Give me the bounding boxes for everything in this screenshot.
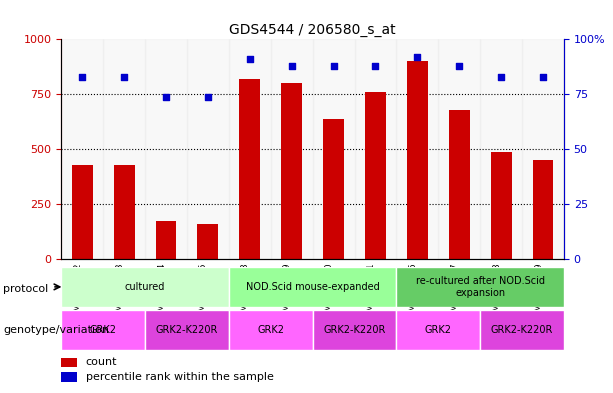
Point bbox=[119, 73, 129, 80]
Bar bbox=[438, 39, 480, 259]
Point bbox=[413, 54, 422, 60]
Point bbox=[496, 73, 506, 80]
Text: GRK2-K220R: GRK2-K220R bbox=[491, 325, 554, 335]
Text: cultured: cultured bbox=[125, 282, 166, 292]
Bar bbox=[113, 165, 135, 259]
FancyBboxPatch shape bbox=[313, 310, 397, 350]
Point bbox=[203, 94, 213, 100]
Text: GRK2: GRK2 bbox=[89, 325, 116, 335]
Bar bbox=[145, 39, 187, 259]
Bar bbox=[197, 224, 218, 259]
Point bbox=[454, 62, 464, 69]
Text: genotype/variation: genotype/variation bbox=[3, 325, 109, 335]
Bar bbox=[281, 83, 302, 259]
Text: protocol: protocol bbox=[3, 284, 48, 294]
Point bbox=[77, 73, 87, 80]
Text: re-cultured after NOD.Scid
expansion: re-cultured after NOD.Scid expansion bbox=[416, 276, 545, 298]
Point bbox=[161, 94, 171, 100]
Bar bbox=[187, 39, 229, 259]
Bar bbox=[533, 160, 554, 259]
FancyBboxPatch shape bbox=[61, 267, 229, 307]
Text: GRK2: GRK2 bbox=[425, 325, 452, 335]
Point bbox=[245, 56, 255, 62]
Bar bbox=[449, 110, 470, 259]
Bar bbox=[354, 39, 397, 259]
Bar bbox=[156, 221, 177, 259]
FancyBboxPatch shape bbox=[229, 310, 313, 350]
Point bbox=[329, 62, 338, 69]
Title: GDS4544 / 206580_s_at: GDS4544 / 206580_s_at bbox=[229, 23, 396, 37]
Bar bbox=[365, 92, 386, 259]
FancyBboxPatch shape bbox=[397, 267, 564, 307]
Bar bbox=[229, 39, 271, 259]
Bar bbox=[323, 119, 344, 259]
Bar bbox=[522, 39, 564, 259]
Text: percentile rank within the sample: percentile rank within the sample bbox=[86, 372, 273, 382]
Bar bbox=[61, 39, 103, 259]
FancyBboxPatch shape bbox=[480, 310, 564, 350]
Text: GRK2: GRK2 bbox=[257, 325, 284, 335]
Point bbox=[287, 62, 297, 69]
Point bbox=[370, 62, 380, 69]
Point bbox=[538, 73, 548, 80]
Text: GRK2-K220R: GRK2-K220R bbox=[323, 325, 386, 335]
Bar bbox=[72, 165, 93, 259]
Bar bbox=[239, 79, 261, 259]
Bar bbox=[271, 39, 313, 259]
Bar bbox=[397, 39, 438, 259]
Bar bbox=[407, 61, 428, 259]
Bar bbox=[490, 152, 512, 259]
Bar bbox=[480, 39, 522, 259]
Text: count: count bbox=[86, 356, 117, 367]
FancyBboxPatch shape bbox=[229, 267, 397, 307]
Text: GRK2-K220R: GRK2-K220R bbox=[156, 325, 218, 335]
FancyBboxPatch shape bbox=[145, 310, 229, 350]
Bar bbox=[313, 39, 354, 259]
FancyBboxPatch shape bbox=[61, 310, 145, 350]
Bar bbox=[103, 39, 145, 259]
FancyBboxPatch shape bbox=[397, 310, 480, 350]
Text: NOD.Scid mouse-expanded: NOD.Scid mouse-expanded bbox=[246, 282, 379, 292]
